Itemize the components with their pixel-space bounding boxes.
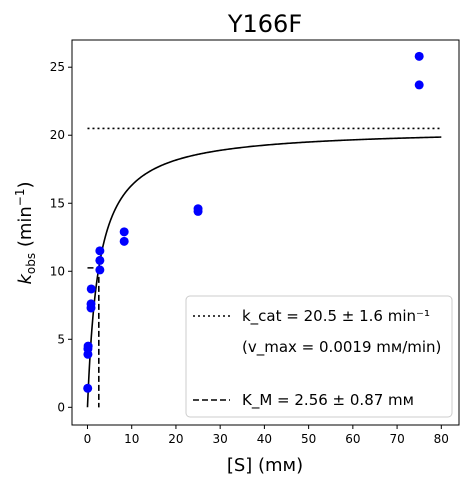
legend-vmax-label: (v_max = 0.0019 mм/min) (242, 338, 441, 357)
x-tick-label: 0 (84, 432, 92, 446)
y-tick-label: 20 (50, 128, 65, 142)
data-point (193, 204, 203, 214)
data-point (119, 236, 129, 246)
x-tick-label: 30 (213, 432, 228, 446)
y-tick-label: 15 (50, 196, 65, 210)
michaelis-menten-fit-curve (86, 136, 442, 408)
chart-title: Y166F (227, 10, 302, 38)
data-point (95, 255, 105, 265)
x-tick-label: 40 (257, 432, 272, 446)
data-point (119, 227, 129, 237)
x-tick-label: 10 (124, 432, 139, 446)
x-axis-ticks: 0 10 20 30 40 50 60 70 80 (84, 425, 449, 446)
y-axis-label: kobs (min−1) (13, 181, 38, 284)
x-tick-label: 70 (389, 432, 404, 446)
x-tick-label: 50 (301, 432, 316, 446)
x-tick-label: 80 (434, 432, 449, 446)
y-axis-ticks: 0 5 10 15 20 25 (50, 60, 72, 414)
legend-kcat-label: k_cat = 20.5 ± 1.6 min⁻¹ (242, 307, 430, 326)
legend-box (185, 295, 453, 418)
x-axis-label: [S] (mм) (227, 455, 303, 476)
data-point (86, 299, 96, 309)
data-point (414, 80, 424, 90)
x-tick-label: 20 (168, 432, 183, 446)
data-points (83, 51, 424, 393)
y-tick-label: 0 (57, 400, 65, 414)
data-point (86, 284, 96, 294)
data-point (95, 265, 105, 275)
y-tick-label: 25 (50, 60, 65, 74)
legend: k_cat = 20.5 ± 1.6 min⁻¹ (v_max = 0.0019… (185, 295, 453, 418)
x-tick-label: 60 (345, 432, 360, 446)
y-tick-label: 5 (57, 332, 65, 346)
data-point (83, 383, 93, 393)
data-point (414, 51, 424, 61)
y-tick-label: 10 (50, 264, 65, 278)
plot-area (71, 39, 460, 426)
data-point (95, 246, 105, 256)
data-point (83, 341, 93, 351)
legend-km-label: K_M = 2.56 ± 0.87 mм (242, 391, 414, 410)
